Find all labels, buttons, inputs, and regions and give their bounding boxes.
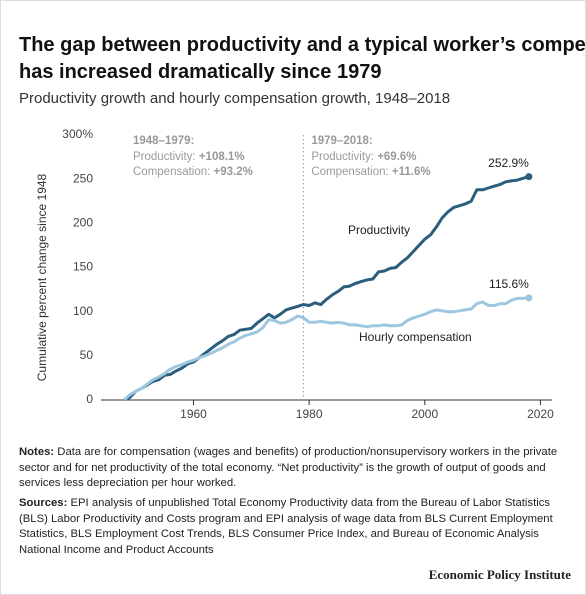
series-line (123, 296, 530, 402)
sources-text: EPI analysis of unpublished Total Econom… (19, 497, 553, 556)
chart-title-line: The gap between productivity and a typic… (19, 34, 585, 56)
x-tick-label: 1980 (296, 407, 323, 421)
x-tick-label: 1960 (180, 407, 207, 421)
y-tick-label: 300% (62, 127, 93, 141)
annotation-value: +108.1% (199, 151, 245, 163)
y-tick-label: 100 (73, 304, 93, 318)
annotation-period: 1948–1979: (133, 135, 194, 147)
annotation-label: Productivity: (133, 151, 199, 163)
series-label: Productivity (348, 223, 410, 237)
notes-label: Notes: (19, 446, 55, 458)
annotation-value: +69.6% (377, 151, 416, 163)
annotation: Compensation: +93.2% (133, 166, 253, 178)
annotation: Compensation: +11.6% (311, 166, 430, 178)
x-tick-label: 2020 (527, 407, 554, 421)
sources: Sources: EPI analysis of unpublished Tot… (19, 496, 569, 558)
chart: The gap between productivity and a typic… (19, 34, 585, 421)
annotation: Productivity: +108.1% (133, 151, 245, 163)
annotation-value: +11.6% (392, 166, 431, 178)
sources-label: Sources: (19, 497, 68, 509)
series-line (123, 175, 530, 402)
end-point (525, 173, 533, 181)
notes: Notes: Data are for compensation (wages … (19, 445, 569, 492)
end-point (525, 294, 533, 302)
y-tick-label: 200 (73, 216, 93, 230)
notes-text: Data are for compensation (wages and ben… (19, 446, 558, 489)
chart-title: The gap between productivity and a typic… (19, 34, 585, 83)
annotation: Productivity: +69.6% (311, 151, 416, 163)
end-label: 252.9% (488, 156, 529, 170)
x-tick-label: 2000 (411, 407, 438, 421)
annotation-label: Compensation: (311, 166, 392, 178)
chart-subtitle: Productivity growth and hourly compensat… (19, 90, 450, 107)
series-label: Hourly compensation (359, 330, 472, 344)
annotation-value: +93.2% (214, 166, 253, 178)
annotation-label: Compensation: (133, 166, 214, 178)
annotation-label: Productivity: (311, 151, 377, 163)
chart-title-line: has increased dramatically since 1979 (19, 61, 381, 83)
y-axis-label: Cumulative percent change since 1948 (35, 173, 49, 381)
footer: Economic Policy Institute (428, 567, 571, 582)
y-tick-label: 50 (80, 348, 94, 362)
y-tick-label: 0 (86, 392, 93, 406)
end-label: 115.6% (489, 277, 529, 291)
y-tick-label: 250 (73, 171, 93, 185)
annotation-period: 1979–2018: (311, 135, 372, 147)
y-tick-label: 150 (73, 260, 93, 274)
